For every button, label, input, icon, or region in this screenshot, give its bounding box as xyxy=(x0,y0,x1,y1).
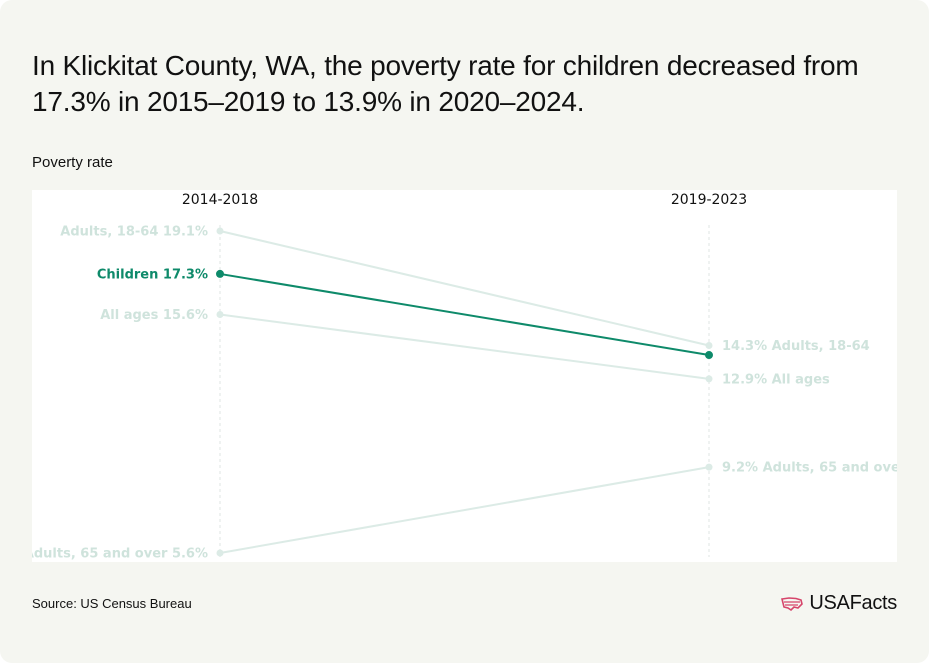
series-line xyxy=(219,466,710,554)
chart-title: In Klickitat County, WA, the poverty rat… xyxy=(32,50,859,117)
series-line xyxy=(219,272,710,357)
series-point-start xyxy=(216,310,224,318)
series-label-start: Adults, 65 and over 5.6% xyxy=(32,547,208,562)
x-period-label: 2019-2023 xyxy=(671,192,747,208)
logo-text: USAFacts xyxy=(809,592,897,614)
series-line xyxy=(219,313,710,380)
series-point-end xyxy=(705,341,713,349)
series-point-end xyxy=(705,463,713,471)
series-label-end: 14.3% Adults, 18-64 xyxy=(722,339,870,354)
series-label-end: 12.9% All ages xyxy=(722,372,830,387)
us-map-icon xyxy=(781,596,804,611)
series-label-start: All ages 15.6% xyxy=(100,308,208,323)
y-axis-label: Poverty rate xyxy=(32,154,113,171)
series-point-end xyxy=(705,375,713,383)
series-label-start: Children 17.3% xyxy=(97,267,208,282)
slope-chart: 2014-2018 2019-2023 Adults, 18-64 19.1% 14.… xyxy=(24,192,907,562)
series-label-start: Adults, 18-64 19.1% xyxy=(60,225,208,240)
series-label-end: 9.2% Adults, 65 and over xyxy=(722,461,897,476)
x-period-label: 2014-2018 xyxy=(182,192,258,208)
series-line xyxy=(219,230,710,347)
series-point-start xyxy=(216,269,224,278)
series-point-end xyxy=(705,351,713,360)
usafacts-logo: USAFacts xyxy=(781,592,897,615)
plot-area: 2014-2018 2019-2023 Adults, 18-64 19.1% 14.… xyxy=(24,190,907,562)
source-note: Source: US Census Bureau xyxy=(32,596,192,611)
series-point-start xyxy=(216,227,224,235)
series-point-start xyxy=(216,549,224,557)
